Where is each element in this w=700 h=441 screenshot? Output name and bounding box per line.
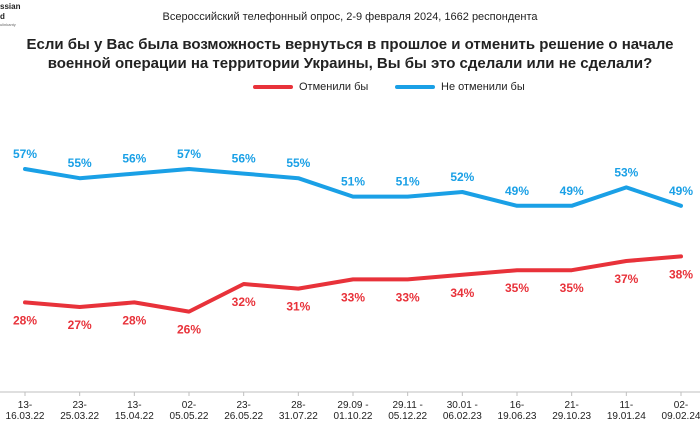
x-tick-label: 13- bbox=[18, 400, 32, 411]
legend: Отменили бы Не отменили бы bbox=[0, 81, 700, 97]
data-label: 37% bbox=[614, 272, 638, 286]
x-tick-label: 02- bbox=[182, 400, 196, 411]
legend-swatch-cancel bbox=[253, 85, 293, 89]
data-label: 32% bbox=[232, 295, 256, 309]
chart-title: Если бы у Вас была возможность вернуться… bbox=[26, 36, 674, 72]
x-tick-label: 13- bbox=[127, 400, 141, 411]
x-tick-label: 29.09 - bbox=[337, 400, 368, 411]
x-tick-label: 05.05.22 bbox=[170, 411, 209, 422]
logo-line-3: ulinkanty bbox=[0, 22, 16, 27]
x-tick-label: 29.10.23 bbox=[552, 411, 591, 422]
x-tick-label: 05.12.22 bbox=[388, 411, 427, 422]
x-tick-label: 28- bbox=[291, 400, 305, 411]
data-label: 55% bbox=[68, 156, 92, 170]
x-tick-label: 23- bbox=[72, 400, 86, 411]
x-tick-label: 19.06.23 bbox=[498, 411, 537, 422]
logo-line-1: ssian bbox=[0, 2, 21, 11]
x-tick-label: 11- bbox=[619, 400, 633, 411]
logo: ssian d ulinkanty bbox=[0, 2, 20, 28]
legend-label-cancel: Отменили бы bbox=[299, 81, 369, 93]
x-tick-label: 19.01.24 bbox=[607, 411, 646, 422]
data-label: 57% bbox=[177, 147, 201, 161]
data-label: 51% bbox=[341, 175, 365, 189]
data-label: 33% bbox=[341, 290, 365, 304]
x-tick-label: 31.07.22 bbox=[279, 411, 318, 422]
chart-subtitle: Всероссийский телефонный опрос, 2-9 февр… bbox=[162, 11, 538, 23]
data-label: 27% bbox=[68, 318, 92, 332]
data-label: 57% bbox=[13, 147, 37, 161]
x-tick-label: 09.02.24 bbox=[662, 411, 700, 422]
x-tick-label: 29.11 - bbox=[392, 400, 422, 411]
data-label: 28% bbox=[122, 313, 146, 327]
legend-item-not-cancel: Не отменили бы bbox=[395, 81, 525, 93]
data-label: 34% bbox=[450, 286, 474, 300]
data-label: 38% bbox=[669, 267, 693, 281]
data-label: 51% bbox=[396, 175, 420, 189]
data-label: 33% bbox=[396, 290, 420, 304]
data-label: 55% bbox=[286, 156, 310, 170]
x-tick-label: 21- bbox=[564, 400, 578, 411]
x-tick-label: 06.02.23 bbox=[443, 411, 482, 422]
data-label: 28% bbox=[13, 313, 37, 327]
data-label: 26% bbox=[177, 323, 201, 337]
x-tick-label: 15.04.22 bbox=[115, 411, 154, 422]
data-label: 35% bbox=[505, 281, 529, 295]
legend-swatch-not-cancel bbox=[395, 85, 435, 89]
x-tick-label: 16- bbox=[510, 400, 524, 411]
x-tick-label: 02- bbox=[674, 400, 688, 411]
data-label: 49% bbox=[560, 184, 584, 198]
legend-item-cancel: Отменили бы bbox=[253, 81, 368, 93]
data-label: 52% bbox=[450, 170, 474, 184]
data-label: 49% bbox=[669, 184, 693, 198]
x-tick-label: 16.03.22 bbox=[6, 411, 45, 422]
data-label: 56% bbox=[232, 152, 256, 166]
series-line-0 bbox=[23, 254, 683, 314]
x-tick-label: 25.03.22 bbox=[60, 411, 99, 422]
series-line-1 bbox=[23, 167, 683, 208]
logo-line-2: d bbox=[0, 12, 5, 21]
x-tick-label: 26.05.22 bbox=[224, 411, 263, 422]
x-tick-label: 01.10.22 bbox=[334, 411, 373, 422]
legend-label-not-cancel: Не отменили бы bbox=[441, 81, 525, 93]
data-label: 49% bbox=[505, 184, 529, 198]
data-label: 53% bbox=[614, 165, 638, 179]
x-tick-label: 23- bbox=[236, 400, 250, 411]
x-tick-label: 30.01 - bbox=[447, 400, 478, 411]
data-label: 35% bbox=[560, 281, 584, 295]
data-label: 56% bbox=[122, 152, 146, 166]
data-label: 31% bbox=[286, 300, 310, 314]
